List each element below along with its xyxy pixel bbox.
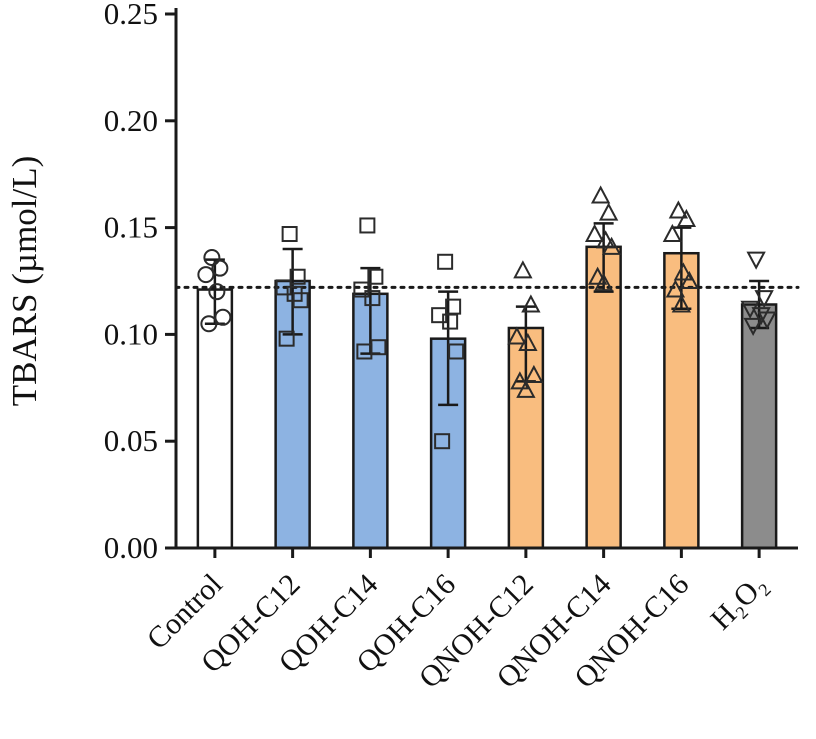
data-point-marker — [524, 364, 544, 383]
bars-layer — [196, 245, 778, 550]
data-point-marker — [593, 273, 614, 292]
data-point-marker — [442, 313, 459, 330]
data-point-marker — [587, 266, 608, 285]
y-axis-title: TBARS (µmol/L) — [5, 156, 44, 407]
data-point-marker — [601, 236, 622, 255]
data-point-marker — [510, 371, 530, 390]
bar-QNOH-C14 — [585, 245, 622, 550]
data-point-marker — [518, 332, 538, 351]
data-point-marker — [751, 307, 771, 326]
data-point-marker — [673, 262, 694, 281]
data-point-marker — [203, 249, 221, 267]
data-point-marker — [200, 315, 218, 333]
data-point-marker — [757, 311, 777, 330]
data-point-marker — [278, 330, 295, 347]
data-point-marker — [364, 290, 381, 307]
data-point-marker — [665, 279, 686, 298]
data-point-marker — [281, 226, 298, 243]
data-point-marker — [662, 223, 683, 243]
data-point-marker — [598, 202, 619, 221]
data-point-marker — [292, 292, 309, 309]
bar-QNOH-C16 — [663, 251, 700, 550]
data-point-marker — [743, 317, 763, 336]
x-tick-label: H₂O₂ — [704, 568, 773, 637]
data-point-marker — [359, 217, 376, 234]
data-point-marker — [211, 259, 229, 277]
bar-H₂O₂ — [740, 303, 778, 550]
data-point-marker — [214, 308, 232, 326]
data-point-marker — [584, 223, 605, 243]
y-tick-label: 0.15 — [104, 210, 158, 245]
y-tick-label: 0.20 — [104, 103, 158, 138]
data-point-marker — [353, 281, 370, 298]
data-point-marker — [590, 185, 611, 204]
data-point-marker — [507, 326, 527, 345]
data-point-marker — [437, 253, 454, 270]
y-tick-label: 0.25 — [104, 0, 158, 31]
data-point-marker — [289, 268, 306, 285]
data-point-marker — [679, 270, 700, 289]
y-tick-label: 0.05 — [104, 423, 158, 458]
data-point-marker — [513, 260, 533, 279]
data-point-marker — [595, 230, 616, 249]
data-point-marker — [754, 290, 774, 309]
data-point-marker — [197, 266, 215, 284]
data-point-marker — [516, 379, 536, 398]
data-point-marker — [521, 294, 541, 313]
data-point-marker — [434, 433, 451, 450]
data-point-marker — [356, 343, 373, 360]
data-point-marker — [671, 294, 692, 313]
data-point-marker — [676, 208, 697, 228]
data-point-marker — [668, 200, 689, 219]
data-point-marker — [367, 268, 384, 285]
data-point-marker — [746, 251, 766, 270]
y-tick-label: 0.00 — [104, 530, 158, 565]
data-point-marker — [208, 283, 226, 301]
y-tick-label: 0.10 — [104, 316, 158, 351]
data-point-marker — [448, 343, 465, 360]
